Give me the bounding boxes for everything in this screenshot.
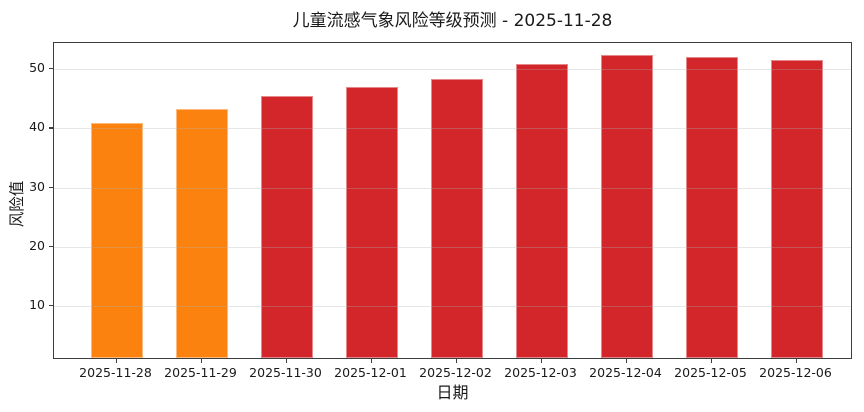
y-tick-mark-40 (49, 127, 53, 129)
bar-2025-11-29 (175, 108, 228, 358)
bar-2025-12-05 (685, 57, 738, 358)
y-tick-label-20: 20 (29, 237, 45, 253)
y-tick-mark-10 (49, 305, 53, 307)
x-tick-label-2025-11-28: 2025-11-28 (79, 365, 152, 380)
x-tick-mark-2025-11-28 (115, 359, 117, 363)
y-tick-mark-50 (49, 68, 53, 70)
plot-area (53, 42, 852, 359)
x-tick-label-2025-12-02: 2025-12-02 (419, 365, 492, 380)
x-tick-mark-2025-12-04 (625, 359, 627, 363)
x-tick-mark-2025-11-29 (200, 359, 202, 363)
bar-2025-12-03 (515, 64, 568, 358)
x-tick-label-2025-12-04: 2025-12-04 (589, 365, 662, 380)
y-tick-label-50: 50 (29, 60, 45, 76)
y-tick-mark-30 (49, 186, 53, 188)
y-tick-label-30: 30 (29, 178, 45, 194)
bar-2025-12-02 (430, 78, 483, 358)
bar-2025-12-04 (600, 55, 653, 358)
x-axis-label: 日期 (436, 383, 469, 402)
bar-2025-11-30 (260, 95, 313, 358)
x-tick-mark-2025-12-02 (455, 359, 457, 363)
x-tick-mark-2025-12-03 (540, 359, 542, 363)
x-tick-label-2025-12-01: 2025-12-01 (334, 365, 407, 380)
x-tick-mark-2025-12-05 (710, 359, 712, 363)
x-tick-label-2025-12-06: 2025-12-06 (759, 365, 832, 380)
x-tick-label-2025-11-30: 2025-11-30 (249, 365, 322, 380)
y-axis-label: 风险值 (8, 180, 26, 228)
x-tick-mark-2025-12-06 (795, 359, 797, 363)
x-tick-mark-2025-12-01 (370, 359, 372, 363)
chart-title: 儿童流感气象风险等级预测 - 2025-11-28 (292, 11, 613, 31)
x-tick-label-2025-12-05: 2025-12-05 (674, 365, 747, 380)
x-tick-label-2025-11-29: 2025-11-29 (164, 365, 237, 380)
bar-2025-12-01 (345, 86, 398, 358)
y-tick-label-40: 40 (29, 119, 45, 135)
bar-2025-11-28 (90, 123, 143, 358)
bar-2025-12-06 (770, 60, 823, 358)
x-tick-mark-2025-11-30 (285, 359, 287, 363)
x-tick-label-2025-12-03: 2025-12-03 (504, 365, 577, 380)
y-tick-mark-20 (49, 245, 53, 248)
y-tick-label-10: 10 (29, 297, 45, 313)
